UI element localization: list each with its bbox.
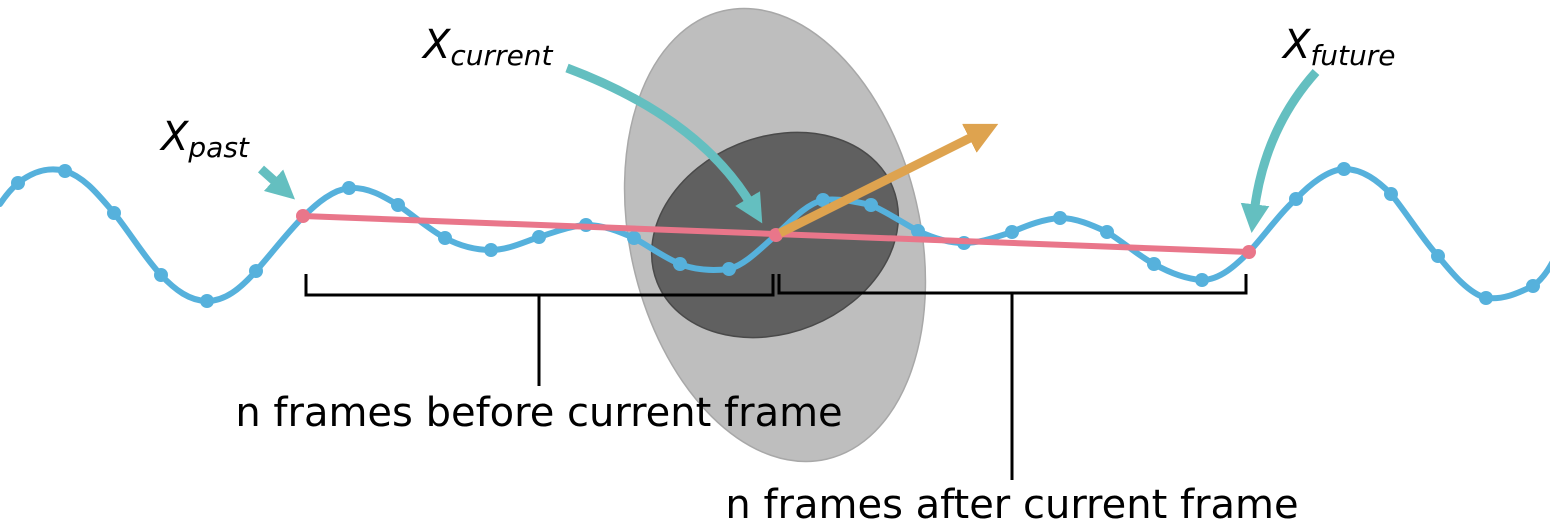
- signal-sample-dot: [484, 243, 498, 257]
- signal-sample-dot: [11, 176, 25, 190]
- current-pointer-arrow: [565, 63, 763, 224]
- signal-sample-dot: [864, 198, 878, 212]
- signal-sample-dot: [391, 198, 405, 212]
- signal-sample-dot: [532, 230, 546, 244]
- signal-sample-dot: [816, 193, 830, 207]
- signal-sample-dot: [1147, 257, 1161, 271]
- signal-sample-dot: [627, 231, 641, 245]
- signal-sample-dot: [1431, 249, 1445, 263]
- signal-sample-dot: [1195, 273, 1209, 287]
- signal-sample-dot: [1384, 187, 1398, 201]
- signal-sample-dot: [154, 268, 168, 282]
- signal-sample-dot: [200, 294, 214, 308]
- signal-sample-dot: [1479, 291, 1493, 305]
- signal-sample-dot: [1289, 192, 1303, 206]
- signal-sample-dot: [911, 224, 925, 238]
- x-past-label: Xpast: [159, 114, 250, 164]
- future-pointer-arrow: [1240, 68, 1320, 234]
- signal-sample-dot: [58, 164, 72, 178]
- signal-sample-dot: [438, 231, 452, 245]
- signal-sample-dot: [1526, 279, 1540, 293]
- caption-frames-before: n frames before current frame: [235, 390, 842, 436]
- signal-sample-dot: [722, 262, 736, 276]
- past-point: [296, 209, 310, 223]
- past-pointer-arrow: [257, 165, 296, 200]
- signal-sample-dot: [342, 181, 356, 195]
- future-point: [1242, 245, 1256, 259]
- x-current-label: Xcurrent: [421, 22, 554, 72]
- signal-sample-dot: [1053, 211, 1067, 225]
- signal-sample-dot: [107, 206, 121, 220]
- signal-sample-dot: [249, 264, 263, 278]
- caption-frames-after: n frames after current frame: [725, 482, 1298, 527]
- direction-arrow: [777, 123, 999, 238]
- signal-sample-dot: [1337, 162, 1351, 176]
- signal-sample-dot: [1005, 225, 1019, 239]
- signal-sample-dot: [1100, 225, 1114, 239]
- signal-sample-dot: [673, 257, 687, 271]
- x-future-label: Xfuture: [1281, 22, 1395, 72]
